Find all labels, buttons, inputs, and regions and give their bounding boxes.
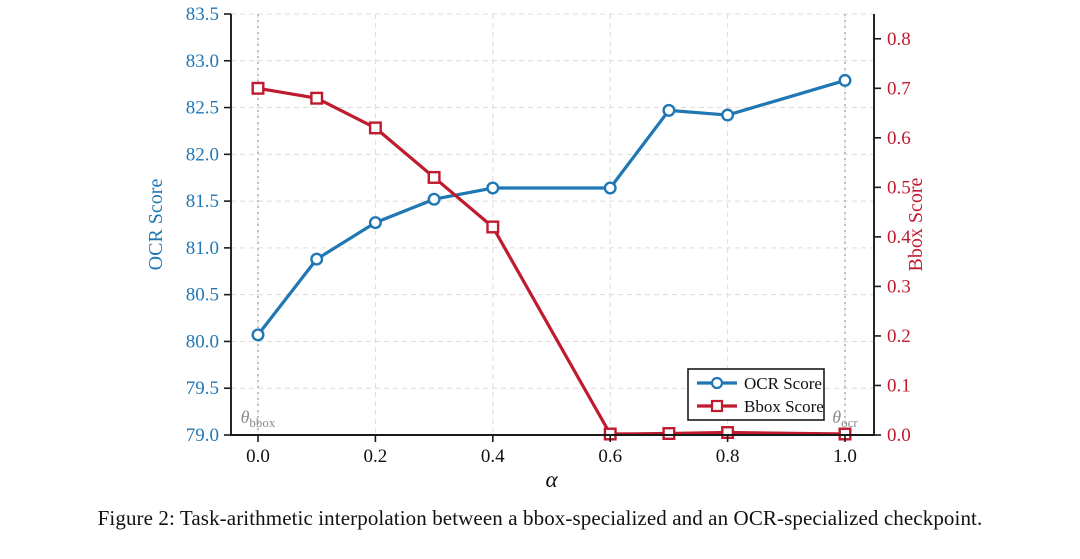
x-tick-label: 0.4 — [481, 446, 505, 467]
data-point-marker — [662, 103, 676, 117]
theta-ocr-annotation: θocr — [832, 407, 858, 430]
series-ocr-score — [251, 73, 852, 342]
data-point-marker — [368, 121, 382, 135]
legend-circle-marker-icon — [710, 376, 724, 390]
figure-caption: Figure 2: Task-arithmetic interpolation … — [97, 506, 983, 530]
data-point-marker — [310, 91, 324, 105]
right-tick-label: 0.5 — [887, 177, 911, 198]
left-axis-label: OCR Score — [145, 179, 167, 271]
legend-label: Bbox Score — [744, 397, 824, 416]
right-tick-label: 0.3 — [887, 276, 911, 297]
x-tick-label: 0.6 — [598, 446, 622, 467]
theta-bbox-annotation: θbbox — [241, 407, 276, 430]
data-point-marker — [427, 192, 441, 206]
x-tick-label: 0.2 — [364, 446, 388, 467]
right-tick-label: 0.8 — [887, 29, 911, 50]
data-point-marker — [427, 170, 441, 184]
data-point-marker — [310, 252, 324, 266]
series-line — [256, 78, 846, 336]
left-axis: 79.0 79.5 80.0 80.5 81.0 81.5 82.0 82.5 83.0 83.5… — [145, 4, 231, 446]
data-point-marker — [662, 427, 676, 441]
axes-spines — [230, 14, 875, 436]
left-tick-label: 82.5 — [186, 98, 219, 119]
interpolation-chart: 79.0 79.5 80.0 80.5 81.0 81.5 82.0 82.5 83.0 83.5… — [145, 4, 927, 492]
data-point-marker — [721, 108, 735, 122]
legend-entry-bbox-score: Bbox Score — [697, 397, 824, 416]
data-point-marker — [486, 220, 500, 234]
x-tick-label: 1.0 — [833, 446, 857, 467]
right-tick-label: 0.6 — [887, 128, 911, 149]
right-axis-label: Bbox Score — [905, 177, 927, 271]
left-tick-label: 79.5 — [186, 378, 219, 399]
left-tick-label: 82.0 — [186, 144, 219, 165]
left-tick-label: 83.5 — [186, 4, 219, 25]
legend-square-marker-icon — [710, 399, 724, 413]
data-point-marker — [603, 181, 617, 195]
legend-entry-ocr-score: OCR Score — [697, 374, 822, 393]
left-tick-label: 81.0 — [186, 238, 219, 259]
right-tick-label: 0.0 — [887, 425, 911, 446]
right-tick-label: 0.4 — [887, 227, 911, 248]
left-tick-label: 81.5 — [186, 191, 219, 212]
right-tick-label: 0.7 — [887, 78, 911, 99]
legend-box — [687, 368, 825, 421]
x-tick-label: 0.0 — [246, 446, 270, 467]
chart-canvas: 79.0 79.5 80.0 80.5 81.0 81.5 82.0 82.5 83.0 83.5… — [145, 4, 927, 492]
data-point-marker — [486, 181, 500, 195]
x-tick-label: 0.8 — [716, 446, 740, 467]
left-tick-label: 83.0 — [186, 51, 219, 72]
data-point-marker — [838, 73, 852, 87]
right-axis: 0.0 0.1 0.2 0.3 0.4 0.5 0.6 0.7 0.8 Bbox Score — [874, 29, 927, 446]
legend: OCR Score Bbox Score — [687, 368, 825, 421]
x-axis: 0.0 0.2 0.4 0.6 0.8 1.0 α — [246, 435, 857, 492]
data-point-marker — [251, 81, 265, 95]
x-axis-label: α — [545, 467, 558, 492]
left-tick-label: 79.0 — [186, 425, 219, 446]
left-tick-label: 80.0 — [186, 331, 219, 352]
right-tick-label: 0.1 — [887, 375, 911, 396]
data-point-marker — [368, 216, 382, 230]
data-point-marker — [251, 328, 265, 342]
left-tick-label: 80.5 — [186, 285, 219, 306]
legend-label: OCR Score — [744, 374, 822, 393]
right-tick-label: 0.2 — [887, 326, 911, 347]
